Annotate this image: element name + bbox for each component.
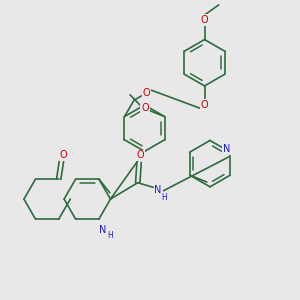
Text: H: H [107, 231, 113, 240]
Text: O: O [141, 103, 149, 113]
Text: O: O [201, 100, 208, 110]
Text: O: O [142, 88, 150, 98]
Text: H: H [161, 193, 167, 202]
Text: N: N [154, 184, 162, 194]
Text: O: O [60, 150, 68, 160]
Text: O: O [201, 15, 208, 25]
Text: N: N [99, 224, 106, 235]
Text: O: O [136, 151, 144, 160]
Text: N: N [223, 144, 230, 154]
